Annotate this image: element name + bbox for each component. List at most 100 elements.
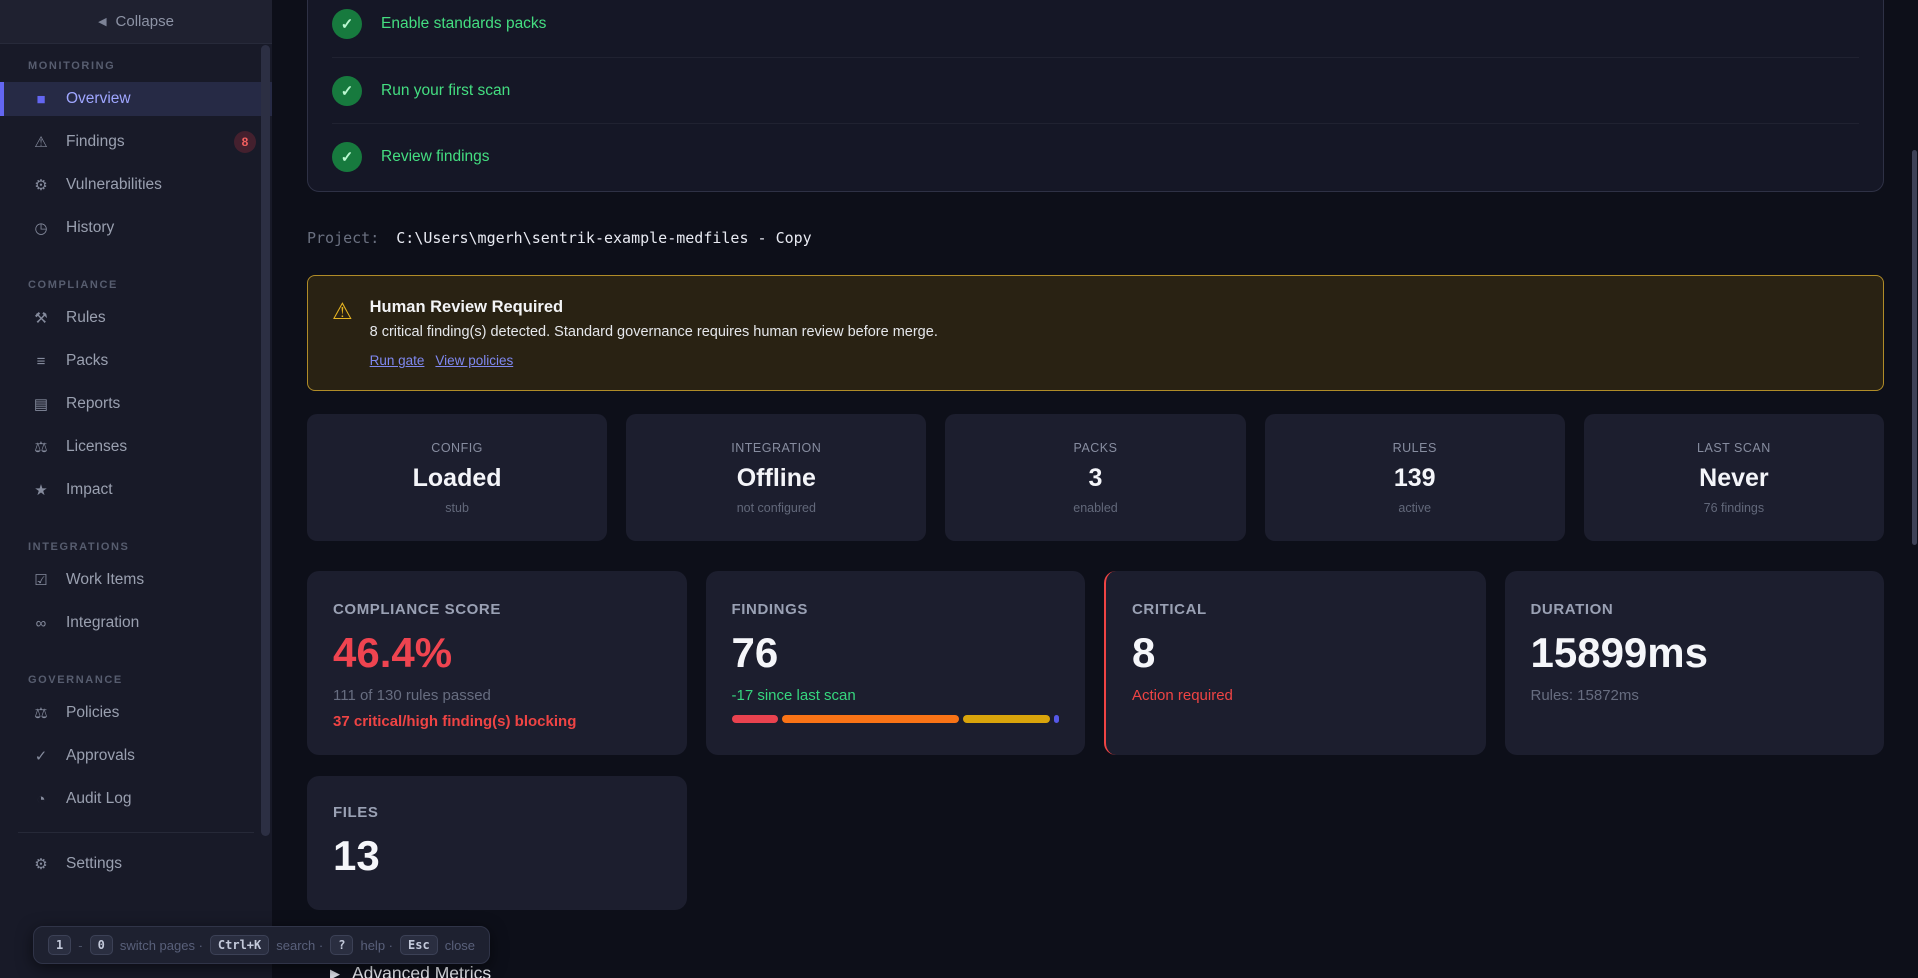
duration-card: DURATION 15899ms Rules: 15872ms [1504, 571, 1884, 755]
stat-value: Offline [736, 463, 816, 492]
link-icon: ∞ [35, 614, 47, 632]
window-scrollbar[interactable] [1912, 150, 1917, 545]
stat-sub: not configured [736, 500, 816, 515]
stat-sub: enabled [1073, 500, 1118, 515]
view-policies-link[interactable]: View policies [435, 353, 514, 368]
metric-label: CRITICAL [1132, 601, 1207, 618]
sidebar-item-label: Overview [66, 90, 131, 107]
section-monitoring: MONITORING ■ Overview ⚠ Findings 8 ⚙ Vul… [0, 60, 272, 245]
sidebar-item-approvals[interactable]: ✓ Approvals [0, 739, 272, 773]
list-icon: ▤ [33, 396, 49, 413]
esc-key-chip: Esc [400, 935, 438, 955]
project-label: Project: [307, 229, 380, 247]
files-card: FILES 13 [307, 776, 687, 910]
stat-sub: stub [445, 500, 469, 515]
files-count-value: 13 [333, 832, 380, 879]
shortcut-text: search · [276, 937, 324, 953]
section-integrations: INTEGRATIONS ☑ Work Items ∞ Integration [0, 541, 272, 640]
section-governance: GOVERNANCE ⚖ Policies ✓ Approvals ◔ Audi… [0, 674, 272, 816]
severity-bar [731, 715, 1060, 723]
severity-segment-critical [731, 715, 779, 723]
stat-card-integration: INTEGRATION Offline not configured [626, 414, 927, 541]
sidebar-item-label: Reports [66, 395, 121, 412]
sidebar-item-history[interactable]: ◷ History [0, 211, 272, 245]
star-icon: ★ [34, 482, 48, 499]
duration-value: 15899ms [1530, 629, 1709, 676]
stat-card-packs: PACKS 3 enabled [945, 414, 1246, 541]
stat-sub: 76 findings [1703, 500, 1765, 515]
keyboard-shortcuts-toast: 1 - 0 switch pages · Ctrl+K search · ? h… [33, 926, 491, 964]
sidebar-item-settings[interactable]: ⚙ Settings [0, 847, 272, 881]
main-content: ✓ Enable standards packs ✓ Run your firs… [272, 0, 1918, 978]
sidebar-item-label: Approvals [66, 747, 135, 764]
shortcut-text: help · [360, 937, 393, 953]
sidebar-item-label: Findings [66, 133, 125, 150]
stat-value: 139 [1393, 463, 1436, 492]
project-path-value: C:\Users\mgerh\sentrik-example-medfiles … [396, 229, 812, 247]
check-circle-icon: ✓ [332, 9, 362, 39]
findings-card: FINDINGS 76 -17 since last scan [705, 571, 1085, 755]
sidebar-item-audit-log[interactable]: ◔ Audit Log [0, 782, 272, 816]
advanced-metrics-label: Advanced Metrics [352, 963, 492, 978]
stat-label: RULES [1392, 440, 1437, 455]
sidebar-item-packs[interactable]: ≡ Packs [0, 344, 272, 378]
advanced-metrics-toggle[interactable]: ▶ Advanced Metrics [330, 963, 1884, 978]
sidebar-item-label: Packs [66, 352, 109, 369]
warning-icon: ⚠ [34, 134, 48, 151]
question-key-chip: ? [330, 935, 354, 955]
sidebar-item-label: Rules [66, 309, 106, 326]
section-compliance: COMPLIANCE ⚒ Rules ≡ Packs ▤ Reports ⚖ L… [0, 279, 272, 507]
scales-icon: ⚖ [34, 439, 48, 456]
stat-label: INTEGRATION [731, 440, 822, 455]
collapse-arrow-icon: ◀ [98, 16, 107, 28]
key-0-chip: 0 [89, 935, 113, 955]
warning-triangle-icon: ⚠ [332, 298, 353, 324]
sidebar-scrollbar[interactable] [261, 45, 270, 836]
onboarding-checklist-card: ✓ Enable standards packs ✓ Run your firs… [307, 0, 1884, 192]
metric-label: DURATION [1530, 601, 1614, 618]
sidebar-item-rules[interactable]: ⚒ Rules [0, 301, 272, 335]
checklist-item: ✓ Review findings [332, 123, 1859, 189]
rules-passed-text: 111 of 130 rules passed [333, 687, 491, 704]
files-row: FILES 13 [307, 776, 1884, 910]
checklist-item-label: Review findings [381, 147, 490, 165]
vulnerability-icon: ⚙ [34, 177, 48, 194]
alert-message: 8 critical finding(s) detected. Standard… [369, 324, 938, 340]
human-review-alert: ⚠ Human Review Required 8 critical findi… [307, 275, 1884, 391]
sidebar-item-work-items[interactable]: ☑ Work Items [0, 563, 272, 597]
sidebar-item-overview[interactable]: ■ Overview [0, 82, 272, 116]
sidebar-item-licenses[interactable]: ⚖ Licenses [0, 430, 272, 464]
overview-icon: ■ [36, 90, 46, 108]
stat-card-config: CONFIG Loaded stub [307, 414, 608, 541]
stat-value: 3 [1088, 463, 1103, 492]
sidebar-item-vulnerabilities[interactable]: ⚙ Vulnerabilities [0, 168, 272, 202]
collapse-button[interactable]: ◀ Collapse [0, 0, 272, 44]
sidebar-item-label: Vulnerabilities [66, 176, 162, 193]
action-required-text: Action required [1132, 687, 1233, 704]
stopwatch-icon: ◔ [36, 790, 46, 808]
sidebar-item-label: History [66, 219, 115, 236]
sidebar-item-impact[interactable]: ★ Impact [0, 473, 272, 507]
metric-cards: COMPLIANCE SCORE 46.4% 111 of 130 rules … [307, 571, 1884, 755]
metric-label: COMPLIANCE SCORE [333, 601, 501, 618]
compliance-score-value: 46.4% [333, 629, 453, 676]
stat-value: Loaded [412, 463, 502, 492]
shortcut-text: close [444, 937, 476, 953]
checklist-item-label: Enable standards packs [381, 15, 547, 32]
collapse-label: Collapse [115, 13, 174, 30]
hammers-icon: ⚒ [34, 310, 48, 327]
sidebar-item-label: Policies [66, 704, 120, 721]
sidebar-item-integration[interactable]: ∞ Integration [0, 606, 272, 640]
status-strip: CONFIG Loaded stub INTEGRATION Offline n… [307, 414, 1885, 541]
sidebar-item-findings[interactable]: ⚠ Findings 8 [0, 125, 272, 159]
metric-label: FILES [333, 804, 379, 821]
severity-segment-low [1054, 715, 1060, 723]
sidebar-item-reports[interactable]: ▤ Reports [0, 387, 272, 421]
run-gate-link[interactable]: Run gate [369, 353, 425, 368]
sidebar-item-label: Settings [66, 855, 123, 872]
menu-lines-icon: ≡ [36, 352, 46, 370]
sidebar-item-policies[interactable]: ⚖ Policies [0, 696, 272, 730]
sidebar-item-label: Impact [66, 481, 113, 498]
checklist-item-label: Run your first scan [381, 81, 511, 99]
